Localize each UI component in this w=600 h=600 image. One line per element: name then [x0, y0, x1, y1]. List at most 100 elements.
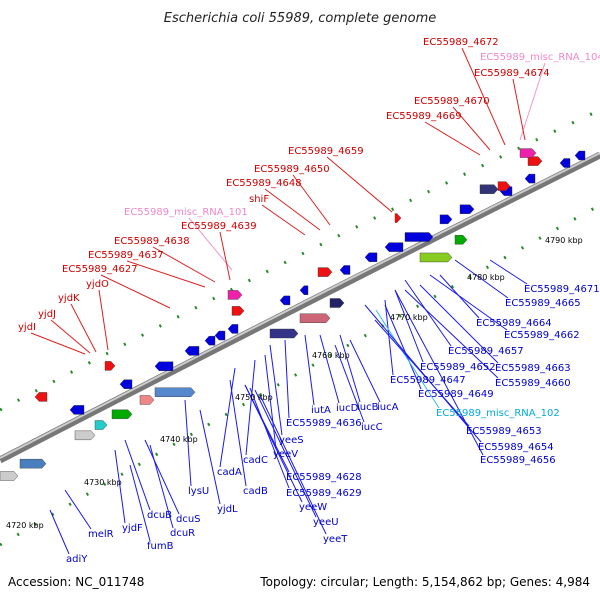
gene-arrow[interactable]: [227, 290, 243, 300]
gene-arrow[interactable]: [227, 324, 239, 334]
gene-arrow[interactable]: [479, 184, 499, 194]
gene-label[interactable]: yeeU: [313, 517, 339, 528]
gene-label[interactable]: yjdK: [58, 293, 80, 304]
gene-label[interactable]: EC55989_4647: [390, 375, 466, 386]
gene-label[interactable]: EC55989_misc_RNA_104: [480, 52, 600, 63]
gene-label[interactable]: EC55989_4671: [524, 284, 600, 295]
gene-arrow[interactable]: [69, 405, 85, 415]
gene-block[interactable]: [299, 313, 331, 323]
gene-label[interactable]: shiF: [249, 194, 269, 205]
gene-arrow[interactable]: [459, 204, 475, 214]
gene-label[interactable]: EC55989_4629: [286, 488, 362, 499]
gene-label[interactable]: dcuS: [176, 514, 201, 525]
gene-block[interactable]: [454, 235, 468, 245]
gene-label[interactable]: yjdO: [86, 279, 109, 290]
gene-arrow[interactable]: [339, 265, 351, 275]
gene-label[interactable]: EC55989_4636: [286, 418, 362, 429]
gene-label[interactable]: EC55989_4654: [478, 442, 554, 453]
gene-label[interactable]: EC55989_4650: [254, 164, 330, 175]
gene-label[interactable]: melR: [88, 529, 114, 540]
gene-label[interactable]: EC55989_4656: [480, 455, 556, 466]
gene-label[interactable]: EC55989_misc_RNA_101: [124, 207, 248, 218]
gene-arrow[interactable]: [299, 285, 309, 295]
gene-arrow[interactable]: [154, 361, 174, 371]
gene-block[interactable]: [329, 298, 345, 308]
gene-arrow[interactable]: [214, 330, 226, 341]
gene-label[interactable]: cadB: [243, 486, 268, 497]
gene-label[interactable]: EC55989_4672: [423, 37, 499, 48]
gene-arrow[interactable]: [519, 148, 537, 158]
gene-label[interactable]: yeeT: [323, 534, 348, 545]
gene-label[interactable]: yeeW: [299, 502, 327, 513]
gene-label[interactable]: EC55989_4659: [288, 146, 364, 157]
gene-label[interactable]: EC55989_misc_RNA_102: [436, 408, 560, 419]
gene-label[interactable]: fumB: [147, 541, 174, 552]
gene-arrow[interactable]: [279, 295, 291, 306]
gene-label[interactable]: yjdL: [217, 504, 238, 515]
gene-label[interactable]: EC55989_4627: [62, 264, 138, 275]
gene-label[interactable]: EC55989_4674: [474, 68, 550, 79]
gene-label[interactable]: iucA: [377, 402, 399, 413]
gene-label[interactable]: EC55989_4628: [286, 472, 362, 483]
gene-block[interactable]: [19, 458, 47, 469]
label-leader-line: [349, 339, 381, 403]
gene-arrow[interactable]: [119, 379, 133, 389]
gene-label[interactable]: EC55989_4669: [386, 111, 462, 122]
gene-arrow[interactable]: [574, 150, 586, 161]
gene-label[interactable]: EC55989_4665: [505, 298, 581, 309]
gene-arrow[interactable]: [527, 156, 543, 166]
gene-arrow[interactable]: [384, 242, 404, 252]
gene-arrow[interactable]: [104, 361, 116, 371]
gene-label[interactable]: EC55989_4664: [476, 318, 552, 329]
gene-label[interactable]: yeeV: [273, 449, 298, 460]
gene-label[interactable]: EC55989_4652: [420, 362, 496, 373]
gene-label[interactable]: iucD: [336, 403, 359, 414]
gene-block[interactable]: [139, 395, 155, 405]
gene-label[interactable]: EC55989_4657: [448, 346, 524, 357]
gene-label[interactable]: cadA: [217, 467, 242, 478]
gene-arrow[interactable]: [34, 392, 48, 402]
gene-arrow[interactable]: [317, 267, 333, 277]
gene-block[interactable]: [269, 328, 299, 339]
gene-label[interactable]: EC55989_4662: [504, 330, 580, 341]
gene-label[interactable]: EC55989_4637: [88, 250, 164, 261]
kbp-tick-label: 4740 kbp: [160, 435, 198, 444]
gene-block[interactable]: [111, 409, 133, 420]
gene-arrow[interactable]: [184, 346, 200, 356]
gene-label[interactable]: EC55989_4648: [226, 178, 302, 189]
gene-block[interactable]: [0, 471, 19, 481]
gene-label[interactable]: EC55989_4638: [114, 236, 190, 247]
gene-arrow[interactable]: [394, 213, 402, 223]
gene-label[interactable]: iutA: [311, 405, 331, 416]
gene-arrow[interactable]: [231, 306, 245, 316]
gene-label[interactable]: EC55989_4663: [495, 363, 571, 374]
label-leader-line: [375, 309, 440, 409]
gene-label[interactable]: EC55989_4649: [418, 389, 494, 400]
gene-label[interactable]: iucC: [361, 422, 383, 433]
gene-label[interactable]: dcuB: [147, 510, 172, 521]
gene-arrow[interactable]: [524, 173, 536, 184]
gene-block[interactable]: [419, 252, 453, 263]
gene-arrow[interactable]: [559, 158, 571, 168]
gene-label[interactable]: dcuR: [170, 528, 195, 539]
gene-label[interactable]: iucB: [357, 402, 379, 413]
gene-label[interactable]: EC55989_4660: [495, 378, 571, 389]
gene-arrow[interactable]: [439, 214, 453, 225]
gene-block[interactable]: [94, 420, 108, 430]
gene-arrow[interactable]: [364, 252, 378, 262]
gene-block[interactable]: [74, 430, 96, 441]
gene-label[interactable]: EC55989_4639: [181, 221, 257, 232]
gene-label[interactable]: yeeS: [279, 435, 304, 446]
gene-label[interactable]: EC55989_4653: [466, 426, 542, 437]
gene-arrow[interactable]: [404, 232, 434, 242]
gene-label[interactable]: yjdI: [18, 322, 36, 333]
gene-label[interactable]: yjdJ: [38, 309, 56, 320]
gene-label[interactable]: lysU: [188, 486, 209, 497]
gene-arrow[interactable]: [204, 335, 216, 346]
gene-label[interactable]: cadC: [243, 455, 268, 466]
gene-label[interactable]: EC55989_4670: [414, 96, 490, 107]
gene-block[interactable]: [154, 387, 196, 397]
gene-label[interactable]: yjdF: [122, 523, 143, 534]
gene-label[interactable]: adiY: [66, 554, 88, 565]
label-leader-line: [244, 384, 303, 503]
